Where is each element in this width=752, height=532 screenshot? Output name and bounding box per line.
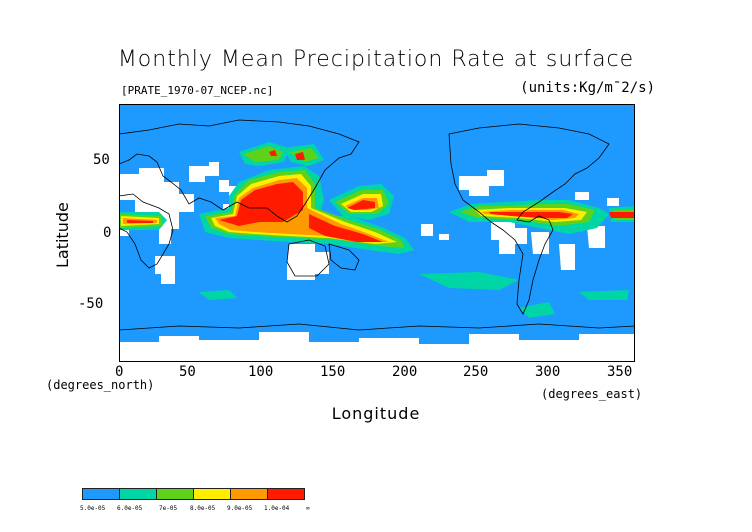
colorbar-swatch bbox=[82, 488, 120, 500]
colorbar-swatch bbox=[230, 488, 268, 500]
y-tick-label: 0 bbox=[103, 225, 112, 241]
precipitation-map bbox=[119, 104, 635, 362]
x-tick-label: 50 bbox=[179, 364, 196, 380]
colorbar-swatch bbox=[267, 488, 305, 500]
y-tick-label: -50 bbox=[78, 296, 104, 312]
y-tick-label: 50 bbox=[93, 152, 110, 168]
colorbar-label: 1.0e-04 bbox=[264, 505, 290, 512]
colorbar-label: 9.0e-05 bbox=[227, 505, 253, 512]
x-axis-label: Longitude bbox=[331, 404, 421, 423]
precip-red-level bbox=[127, 150, 635, 242]
x-tick-label: 100 bbox=[248, 364, 274, 380]
x-tick-label: 250 bbox=[463, 364, 489, 380]
colorbar-label: 6.0e-05 bbox=[117, 505, 143, 512]
colorbar-swatch bbox=[156, 488, 194, 500]
colorbar-label: 5.0e-05 bbox=[80, 505, 106, 512]
x-tick-label: 0 bbox=[115, 364, 124, 380]
x-tick-label: 350 bbox=[607, 364, 633, 380]
map-frame bbox=[119, 104, 635, 362]
file-label: [PRATE_1970-07_NCEP.nc] bbox=[121, 84, 274, 97]
colorbar-swatch bbox=[193, 488, 231, 500]
y-axis-label: Latitude bbox=[53, 202, 72, 268]
colorbar-label: ∞ bbox=[306, 505, 310, 512]
colorbar-label: 8.0e-05 bbox=[190, 505, 216, 512]
x-tick-label: 300 bbox=[535, 364, 561, 380]
coastlines bbox=[119, 119, 635, 331]
colorbar bbox=[82, 488, 305, 500]
units-label: (units:Kg/m¯2/s) bbox=[520, 80, 655, 96]
colorbar-label: 7e-05 bbox=[159, 505, 178, 512]
page-title: Monthly Mean Precipitation Rate at surfa… bbox=[117, 47, 635, 72]
x-tick-label: 200 bbox=[392, 364, 418, 380]
colorbar-swatch bbox=[119, 488, 157, 500]
x-tick-label: 150 bbox=[320, 364, 346, 380]
y-unit-note: (degrees_north) bbox=[46, 378, 155, 392]
x-unit-note: (degrees_east) bbox=[541, 387, 643, 401]
